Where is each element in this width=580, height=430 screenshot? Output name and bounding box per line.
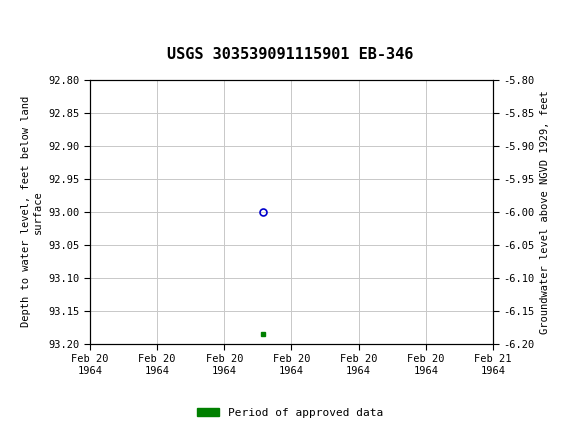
Text: USGS 303539091115901 EB-346: USGS 303539091115901 EB-346 — [167, 47, 413, 62]
Legend: Period of approved data: Period of approved data — [193, 403, 387, 422]
Text: USGS: USGS — [26, 10, 81, 28]
Text: ≡: ≡ — [3, 9, 21, 29]
Y-axis label: Groundwater level above NGVD 1929, feet: Groundwater level above NGVD 1929, feet — [540, 90, 550, 334]
Y-axis label: Depth to water level, feet below land
surface: Depth to water level, feet below land su… — [21, 96, 43, 327]
